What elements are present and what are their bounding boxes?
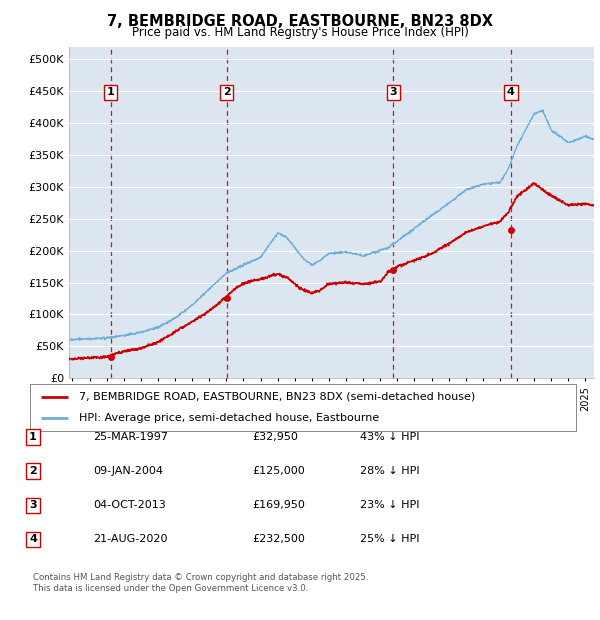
- Text: 28% ↓ HPI: 28% ↓ HPI: [360, 466, 419, 476]
- Text: 23% ↓ HPI: 23% ↓ HPI: [360, 500, 419, 510]
- Text: £169,950: £169,950: [252, 500, 305, 510]
- Text: 09-JAN-2004: 09-JAN-2004: [93, 466, 163, 476]
- Text: 2: 2: [29, 466, 37, 476]
- Text: £125,000: £125,000: [252, 466, 305, 476]
- Text: 25% ↓ HPI: 25% ↓ HPI: [360, 534, 419, 544]
- Text: 7, BEMBRIDGE ROAD, EASTBOURNE, BN23 8DX (semi-detached house): 7, BEMBRIDGE ROAD, EASTBOURNE, BN23 8DX …: [79, 392, 475, 402]
- Text: Price paid vs. HM Land Registry's House Price Index (HPI): Price paid vs. HM Land Registry's House …: [131, 26, 469, 39]
- Text: 25-MAR-1997: 25-MAR-1997: [93, 432, 168, 442]
- Text: 1: 1: [107, 87, 115, 97]
- Text: 7, BEMBRIDGE ROAD, EASTBOURNE, BN23 8DX: 7, BEMBRIDGE ROAD, EASTBOURNE, BN23 8DX: [107, 14, 493, 29]
- Text: 21-AUG-2020: 21-AUG-2020: [93, 534, 167, 544]
- Text: 1: 1: [29, 432, 37, 442]
- Text: 2: 2: [223, 87, 231, 97]
- Text: 3: 3: [29, 500, 37, 510]
- Text: 4: 4: [507, 87, 515, 97]
- Text: £232,500: £232,500: [252, 534, 305, 544]
- Text: 04-OCT-2013: 04-OCT-2013: [93, 500, 166, 510]
- Text: 43% ↓ HPI: 43% ↓ HPI: [360, 432, 419, 442]
- Text: Contains HM Land Registry data © Crown copyright and database right 2025.
This d: Contains HM Land Registry data © Crown c…: [33, 574, 368, 593]
- Text: 4: 4: [29, 534, 37, 544]
- Text: 3: 3: [389, 87, 397, 97]
- Text: HPI: Average price, semi-detached house, Eastbourne: HPI: Average price, semi-detached house,…: [79, 414, 379, 423]
- Text: £32,950: £32,950: [252, 432, 298, 442]
